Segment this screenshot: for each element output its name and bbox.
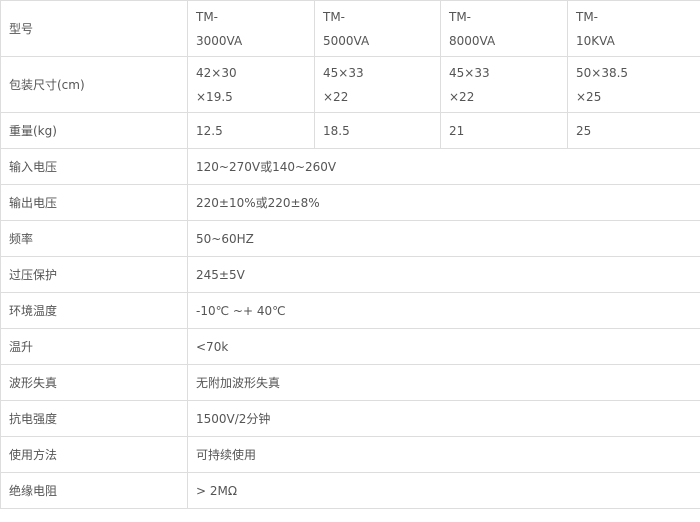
row-label: 型号 — [0, 0, 188, 57]
row-label: 输出电压 — [0, 184, 188, 221]
cell-value: 无附加波形失真 — [187, 364, 700, 401]
table-row-model: 型号 TM- 3000VA TM- 5000VA TM- 8000VA TM- 10KV… — [0, 0, 700, 57]
row-label: 使用方法 — [0, 436, 188, 473]
table-row-size: 包装尺寸(cm) 42×30 ×19.5 45×33 ×22 45×33 ×22 50… — [0, 56, 700, 113]
table-row: 频率 50~60HZ — [0, 220, 700, 257]
cell-value: 1500V/2分钟 — [187, 400, 700, 437]
cell-value: 12.5 — [187, 112, 315, 149]
cell-value: 50×38.5 ×25 — [567, 56, 700, 113]
cell-value: 50~60HZ — [187, 220, 700, 257]
cell-value: 25 — [567, 112, 700, 149]
cell-value: TM- 5000VA — [314, 0, 441, 57]
cell-value: 可持续使用 — [187, 436, 700, 473]
table-row: 波形失真 无附加波形失真 — [0, 364, 700, 401]
row-label: 波形失真 — [0, 364, 188, 401]
table-row: 过压保护 245±5V — [0, 256, 700, 293]
table-row: 输入电压 120~270V或140~260V — [0, 148, 700, 185]
row-label: 抗电强度 — [0, 400, 188, 437]
row-label: 过压保护 — [0, 256, 188, 293]
cell-value: TM- 3000VA — [187, 0, 315, 57]
row-label: 包装尺寸(cm) — [0, 56, 188, 113]
table-row: 环境温度 -10℃ ~+ 40℃ — [0, 292, 700, 329]
cell-value: 21 — [440, 112, 568, 149]
table-row: 抗电强度 1500V/2分钟 — [0, 400, 700, 437]
cell-value: 220±10%或220±8% — [187, 184, 700, 221]
cell-value: 18.5 — [314, 112, 441, 149]
cell-value: 45×33 ×22 — [440, 56, 568, 113]
spec-table: 型号 TM- 3000VA TM- 5000VA TM- 8000VA TM- 10KV… — [0, 0, 700, 509]
cell-value: > 2MΩ — [187, 472, 700, 509]
table-row: 输出电压 220±10%或220±8% — [0, 184, 700, 221]
cell-value: 245±5V — [187, 256, 700, 293]
table-row-weight: 重量(kg) 12.5 18.5 21 25 — [0, 112, 700, 149]
row-label: 重量(kg) — [0, 112, 188, 149]
row-label: 绝缘电阻 — [0, 472, 188, 509]
cell-value: TM- 10KVA — [567, 0, 700, 57]
cell-value: TM- 8000VA — [440, 0, 568, 57]
cell-value: 120~270V或140~260V — [187, 148, 700, 185]
table-row: 使用方法 可持续使用 — [0, 436, 700, 473]
row-label: 频率 — [0, 220, 188, 257]
row-label: 输入电压 — [0, 148, 188, 185]
row-label: 环境温度 — [0, 292, 188, 329]
cell-value: 42×30 ×19.5 — [187, 56, 315, 113]
table-row: 绝缘电阻 > 2MΩ — [0, 472, 700, 509]
cell-value: <70k — [187, 328, 700, 365]
row-label: 温升 — [0, 328, 188, 365]
table-row: 温升 <70k — [0, 328, 700, 365]
cell-value: 45×33 ×22 — [314, 56, 441, 113]
cell-value: -10℃ ~+ 40℃ — [187, 292, 700, 329]
